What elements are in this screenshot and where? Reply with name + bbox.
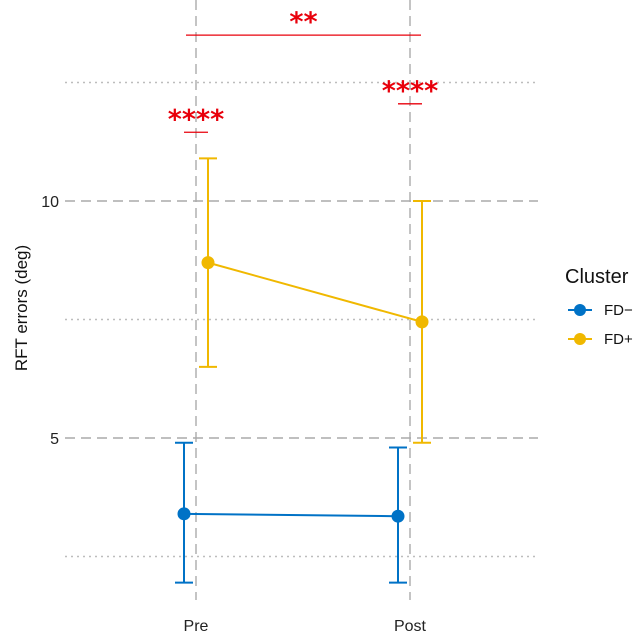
y-axis-title: RFT errors (deg) bbox=[12, 245, 31, 371]
significance-label-0: **** bbox=[168, 104, 224, 135]
x-tick-label-1: Post bbox=[394, 618, 427, 635]
data-point-1-0 bbox=[201, 256, 215, 270]
series-line-0 bbox=[183, 512, 399, 518]
x-axis-ticks: Pre Post bbox=[184, 618, 427, 635]
legend-key-point-1 bbox=[574, 333, 586, 345]
legend-title: Cluster bbox=[565, 266, 629, 288]
series-layer bbox=[175, 157, 431, 584]
series-line-1 bbox=[207, 261, 423, 323]
legend-key-point-0 bbox=[574, 304, 586, 316]
data-point-0-0 bbox=[177, 507, 191, 521]
data-point-1-1 bbox=[415, 315, 429, 329]
y-axis-ticks: 5 10 bbox=[41, 194, 59, 448]
x-tick-label-0: Pre bbox=[184, 618, 209, 635]
y-tick-label-1: 10 bbox=[41, 194, 59, 211]
grid-major bbox=[65, 0, 538, 600]
y-tick-label-0: 5 bbox=[50, 431, 59, 448]
grid-minor bbox=[65, 81, 538, 558]
legend-label-0: FD− bbox=[604, 302, 633, 319]
significance-label-1: **** bbox=[382, 76, 438, 107]
data-point-0-1 bbox=[391, 509, 405, 523]
legend: Cluster FD− FD+ bbox=[565, 266, 633, 348]
annotation-layer: ********** bbox=[168, 7, 438, 135]
legend-label-1: FD+ bbox=[604, 331, 633, 348]
significance-label-2: ** bbox=[289, 7, 317, 38]
